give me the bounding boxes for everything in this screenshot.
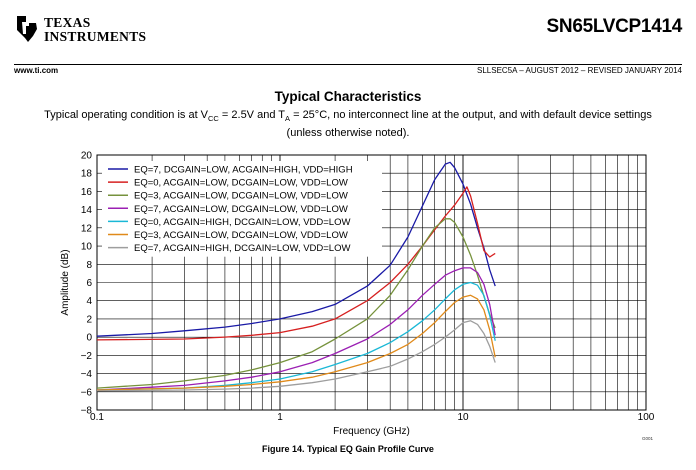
y-tick-label: 16 — [81, 187, 93, 198]
legend-label-3: EQ=3, ACGAIN=LOW, DCGAIN=LOW, VDD=LOW — [134, 191, 348, 202]
series-line-6 — [96, 294, 496, 391]
vcc-subscript: CC — [208, 114, 219, 124]
condition-text-4: (unless otherwise noted). — [286, 127, 410, 140]
y-tick-label: 10 — [81, 242, 93, 253]
y-tick-label: 14 — [81, 205, 93, 216]
graph-code: G001 — [642, 436, 654, 441]
brand-line-2: INSTRUMENTS — [44, 29, 147, 44]
y-tick-label: 20 — [81, 151, 93, 162]
document-id: SLLSEC5A – AUGUST 2012 – REVISED JANUARY… — [477, 66, 682, 75]
part-number: SN65LVCP1414 — [546, 16, 683, 37]
legend-label-7: EQ=7, ACGAIN=HIGH, DCGAIN=LOW, VDD=LOW — [134, 243, 350, 254]
brand-line-1: TEXAS — [44, 15, 91, 30]
legend-box — [102, 161, 382, 257]
y-tick-label: 0 — [86, 333, 92, 344]
section-title: Typical Characteristics — [274, 89, 422, 104]
website-link[interactable]: www.ti.com — [14, 66, 59, 75]
operating-conditions: Typical operating condition is at VCC = … — [10, 108, 686, 140]
condition-text-1: Typical operating condition is at V — [44, 109, 209, 121]
series-line-5 — [96, 281, 496, 391]
ta-subscript: A — [285, 114, 291, 124]
header-rule — [14, 64, 682, 65]
legend-label-1: EQ=7, DCGAIN=LOW, ACGAIN=HIGH, VDD=HIGH — [134, 165, 353, 176]
y-tick-label: 18 — [81, 169, 93, 180]
y-tick-label: −4 — [81, 369, 93, 380]
legend-label-4: EQ=7, ACGAIN=LOW, DCGAIN=LOW, VDD=LOW — [134, 204, 348, 215]
series-line-4 — [96, 267, 496, 391]
y-tick-label: −2 — [81, 351, 93, 362]
x-axis-label: Frequency (GHz) — [333, 426, 410, 437]
legend-label-5: EQ=0, ACGAIN=HIGH, DCGAIN=LOW, VDD=LOW — [134, 217, 350, 228]
x-tick-label: 10 — [457, 412, 469, 423]
x-tick-label: 100 — [638, 412, 655, 423]
figure-caption: Figure 14. Typical EQ Gain Profile Curve — [262, 444, 434, 454]
y-tick-label: 12 — [81, 223, 93, 234]
y-tick-label: 8 — [86, 260, 92, 271]
ti-logo: TEXAS INSTRUMENTS — [14, 14, 147, 50]
series-line-1 — [96, 161, 496, 337]
plot-frame — [96, 154, 647, 411]
series-line-7 — [96, 320, 496, 392]
y-tick-label: 2 — [86, 314, 92, 325]
y-tick-label: 4 — [86, 296, 92, 307]
x-tick-label: 0.1 — [90, 412, 104, 423]
y-axis-label: Amplitude (dB) — [60, 249, 71, 315]
condition-text-2: = 2.5V and T — [218, 109, 286, 121]
y-tick-label: −8 — [81, 406, 93, 417]
y-tick-label: −6 — [81, 387, 93, 398]
x-tick-label: 1 — [277, 412, 283, 423]
y-tick-label: 6 — [86, 278, 92, 289]
condition-text-3: = 25°C, no interconnect line at the outp… — [290, 109, 652, 121]
legend-label-2: EQ=0, ACGAIN=LOW, DCGAIN=LOW, VDD=LOW — [134, 178, 348, 189]
series-line-3 — [96, 218, 496, 389]
texas-state-icon — [17, 16, 37, 42]
legend-label-6: EQ=3, ACGAIN=LOW, DCGAIN=LOW, VDD=LOW — [134, 230, 348, 241]
